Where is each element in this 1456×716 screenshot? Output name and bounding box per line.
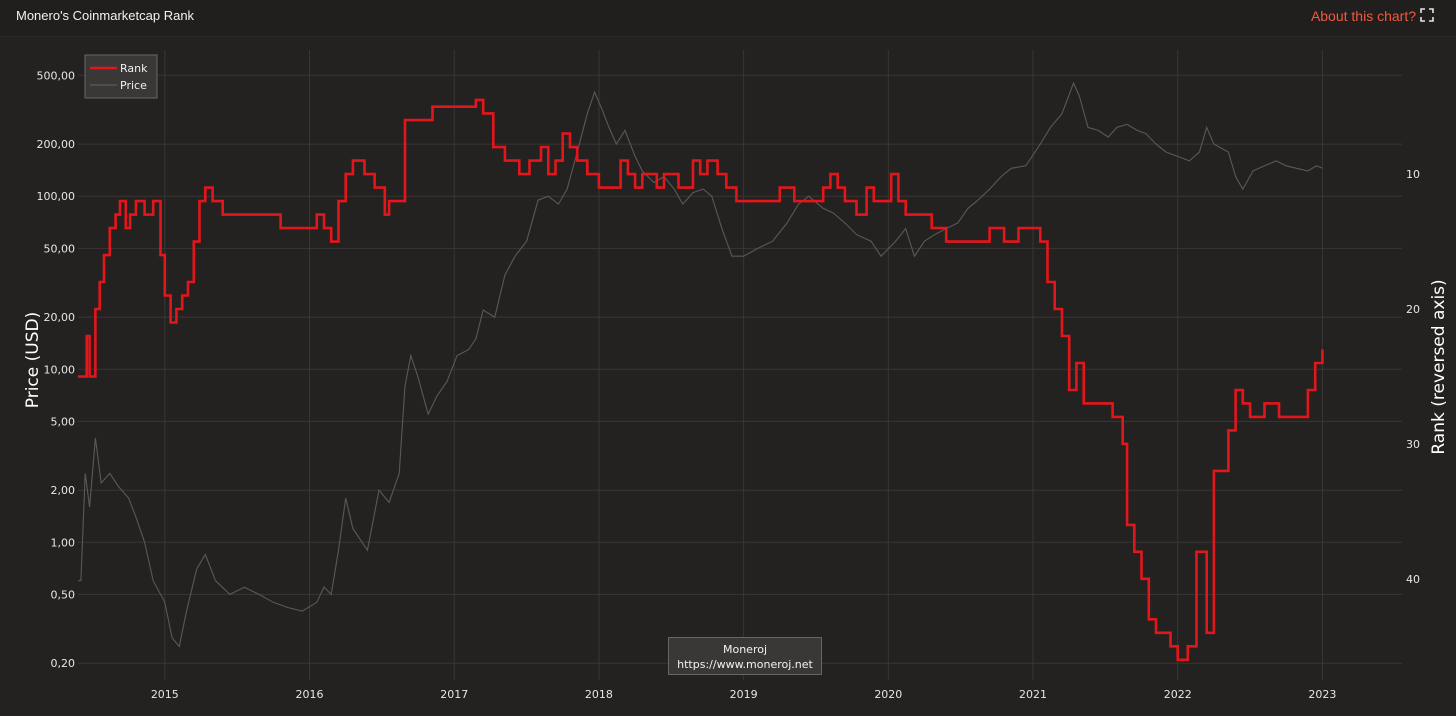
x-tick-label: 2017 <box>440 688 468 701</box>
y2-tick-label: 40 <box>1406 573 1420 586</box>
watermark-url[interactable]: https://www.moneroj.net <box>677 658 813 671</box>
axis-ticks: 0,20 0,50 1,00 2,00 5,00 10,00 20,00 50,00 100,0… <box>37 69 1421 701</box>
y-tick-label: 1,00 <box>51 536 76 549</box>
x-tick-label: 2018 <box>585 688 613 701</box>
y-tick-label: 0,20 <box>51 657 76 670</box>
y-tick-label: 50,00 <box>44 242 76 255</box>
y2-axis-title: Rank (reversed axis) <box>1429 279 1449 454</box>
x-tick-label: 2020 <box>874 688 902 701</box>
chart-header: Monero's Coinmarketcap Rank About this c… <box>0 0 1456 37</box>
y-tick-label: 10,00 <box>44 363 76 376</box>
chart-title: Monero's Coinmarketcap Rank <box>16 8 195 23</box>
y-tick-label: 500,00 <box>37 69 76 82</box>
watermark-name: Moneroj <box>722 643 768 656</box>
y-tick-label: 0,50 <box>51 588 76 601</box>
chart-grid <box>78 50 1402 680</box>
y-tick-label: 100,00 <box>37 190 76 203</box>
x-tick-label: 2022 <box>1164 688 1192 701</box>
watermark: Moneroj https://www.moneroj.net <box>668 637 822 675</box>
expand-icon[interactable] <box>1420 8 1434 22</box>
rank-series <box>78 98 1324 662</box>
x-tick-label: 2016 <box>296 688 324 701</box>
y-axis-title: Price (USD) <box>23 312 43 408</box>
legend-rank-label[interactable]: Rank <box>120 62 148 75</box>
y-tick-label: 20,00 <box>44 311 76 324</box>
rank-line <box>78 98 1324 662</box>
y2-tick-label: 30 <box>1406 438 1420 451</box>
legend: Rank Price <box>84 54 158 99</box>
y2-tick-label: 20 <box>1406 303 1420 316</box>
x-tick-label: 2021 <box>1019 688 1047 701</box>
y-tick-label: 2,00 <box>51 484 76 497</box>
y2-tick-label: 10 <box>1406 168 1420 181</box>
x-tick-label: 2015 <box>151 688 179 701</box>
y-tick-label: 200,00 <box>37 138 76 151</box>
y-tick-label: 5,00 <box>51 415 76 428</box>
legend-price-label[interactable]: Price <box>120 79 147 92</box>
x-tick-label: 2019 <box>730 688 758 701</box>
x-tick-label: 2023 <box>1308 688 1336 701</box>
about-chart-link[interactable]: About this chart? <box>1310 8 1416 24</box>
legend-box <box>84 54 158 99</box>
